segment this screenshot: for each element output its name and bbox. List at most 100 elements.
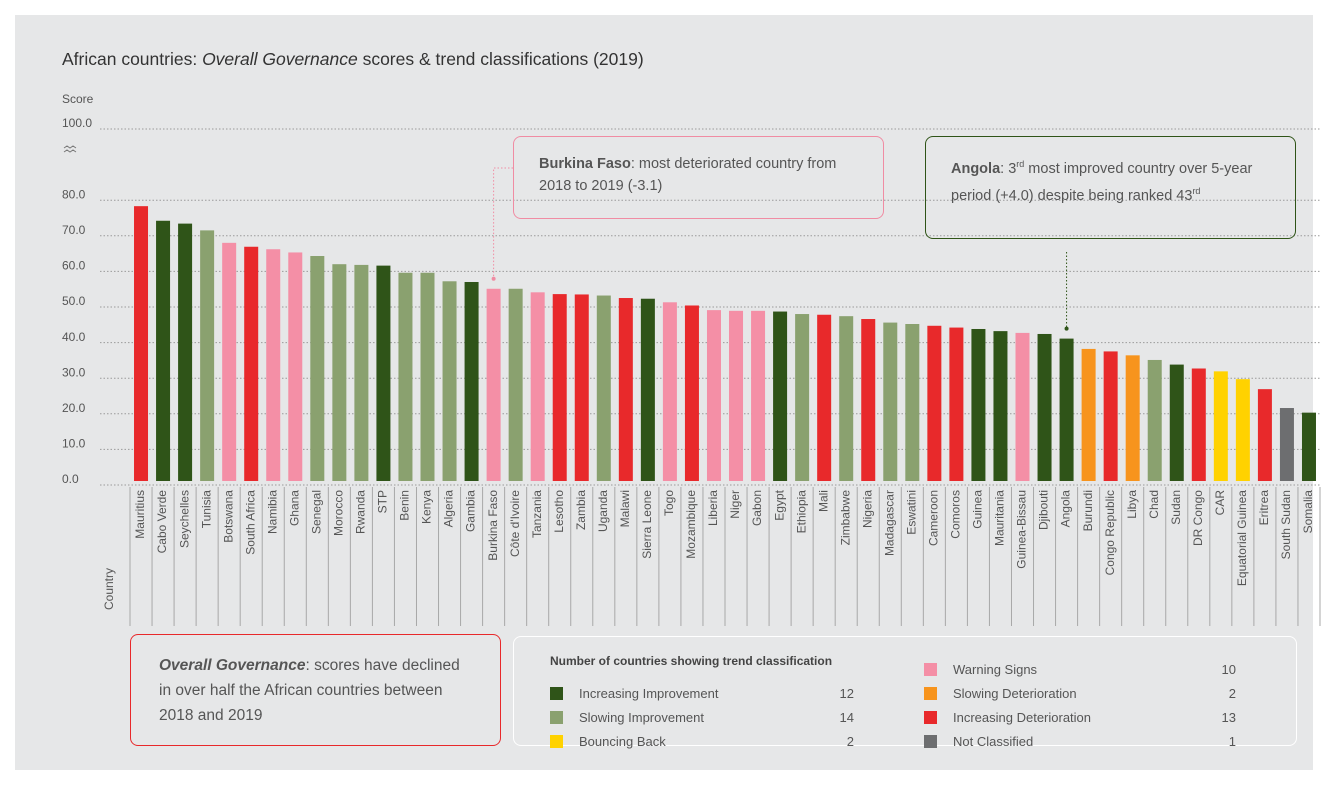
bar — [1301, 412, 1316, 481]
legend-count: 13 — [1221, 709, 1236, 725]
annotation-text: most improved country over 5-year period… — [951, 160, 1253, 204]
legend-swatch — [550, 710, 563, 724]
y-tick-label: 20.0 — [62, 401, 86, 415]
summary-box: Overall Governance: scores have declined… — [130, 634, 501, 746]
annotation-connector — [493, 167, 513, 279]
y-tick-label: 80.0 — [62, 187, 86, 201]
y-tick-label: 10.0 — [62, 437, 86, 451]
bar — [376, 265, 391, 481]
bar — [156, 220, 171, 481]
bar — [773, 311, 788, 481]
bar — [442, 281, 457, 481]
bar — [508, 288, 523, 481]
x-tick-label: Guinea-Bissau — [1015, 490, 1029, 569]
bar — [552, 294, 567, 481]
x-tick-label: Comoros — [949, 490, 963, 539]
x-tick-label: Guinea — [971, 490, 985, 529]
bar — [861, 319, 876, 481]
legend-item: Warning Signs 10 — [924, 661, 1236, 677]
y-tick-label: 50.0 — [62, 294, 86, 308]
bar — [574, 294, 589, 481]
annotation-text: : 3 — [1000, 160, 1017, 177]
bar — [706, 310, 721, 481]
x-tick-label: Equatorial Guinea — [1235, 490, 1249, 586]
annotation-box: Angola: 3rd most improved country over 5… — [925, 136, 1296, 239]
bar — [310, 256, 325, 481]
x-tick-label: South Sudan — [1279, 490, 1293, 559]
bar — [927, 325, 942, 481]
bar — [949, 327, 964, 481]
x-tick-label: Algeria — [442, 490, 456, 528]
title-text: African countries: — [62, 49, 203, 69]
annotation: Angola: 3rd most improved country over 5… — [951, 153, 1270, 207]
legend-item: Increasing Deterioration 13 — [924, 709, 1236, 725]
y-tick-label: 100.0 — [62, 116, 92, 130]
legend-count: 2 — [1228, 685, 1236, 701]
x-tick-label: Niger — [728, 490, 742, 519]
bar — [1015, 332, 1030, 481]
x-tick-label: Mauritania — [993, 490, 1007, 546]
legend-label: Increasing Improvement — [579, 685, 719, 701]
legend-swatch — [550, 734, 563, 748]
legend-swatch — [550, 686, 563, 700]
annotation-bold: Angola — [951, 160, 1001, 177]
legend-count: 1 — [1228, 733, 1236, 749]
bar — [684, 305, 699, 481]
bar — [1059, 338, 1074, 481]
bar — [420, 272, 435, 481]
x-axis-label: Country — [102, 568, 116, 610]
legend-swatch — [924, 734, 937, 748]
annotation-text: : most deteriorated country from 2018 to… — [539, 156, 837, 194]
x-tick-label: DR Congo — [1191, 490, 1205, 546]
bar — [751, 310, 766, 481]
legend-label: Bouncing Back — [579, 733, 666, 749]
x-tick-label: Senegal — [309, 490, 323, 534]
y-axis-label: Score — [62, 92, 94, 106]
annotation-bold: Burkina Faso — [539, 156, 631, 172]
legend-label: Slowing Improvement — [579, 709, 704, 725]
annotation-box: Burkina Faso: most deteriorated country … — [513, 136, 884, 219]
bar — [596, 295, 611, 481]
x-tick-label: Mozambique — [684, 490, 698, 559]
legend-label: Not Classified — [953, 733, 1034, 749]
bar — [971, 328, 986, 481]
x-tick-label: Ethiopia — [794, 490, 808, 534]
x-tick-label: Zimbabwe — [838, 490, 852, 546]
x-tick-label: Eritrea — [1257, 490, 1271, 526]
x-tick-label: Zambia — [574, 490, 588, 530]
bar — [288, 252, 303, 481]
x-tick-label: Eswatini — [904, 490, 918, 535]
legend-item: Slowing Deterioration 2 — [924, 685, 1236, 701]
bar — [662, 302, 677, 481]
summary-emphasis: Overall Governance — [159, 657, 306, 674]
x-tick-label: Nigeria — [860, 490, 874, 528]
y-tick-label: 60.0 — [62, 259, 86, 273]
x-tick-label: Lesotho — [552, 490, 566, 533]
chart-title: African countries: Overall Governance sc… — [62, 49, 644, 70]
bar — [729, 310, 744, 481]
bar — [618, 298, 633, 481]
bar — [464, 281, 479, 481]
x-tick-label: Egypt — [772, 489, 786, 520]
legend-count: 10 — [1221, 661, 1236, 677]
legend-count: 12 — [839, 685, 854, 701]
x-tick-label: Morocco — [332, 490, 346, 536]
annotation: Burkina Faso: most deteriorated country … — [539, 153, 858, 197]
annotation-sup: rd — [1016, 159, 1025, 169]
bar — [883, 322, 898, 481]
title-emphasis: Overall Governance — [202, 49, 358, 69]
legend-swatch — [924, 662, 937, 676]
bar — [398, 272, 413, 481]
x-tick-label: Madagascar — [882, 490, 896, 556]
x-tick-label: Tanzania — [530, 490, 544, 538]
legend-label: Increasing Deterioration — [953, 709, 1092, 725]
legend-title: Number of countries showing trend classi… — [550, 654, 833, 668]
bar — [1191, 368, 1206, 481]
bar — [795, 314, 810, 481]
bar — [354, 264, 369, 481]
x-tick-label: Sierra Leone — [640, 490, 654, 559]
bar — [1103, 351, 1118, 481]
x-tick-label: Rwanda — [354, 490, 368, 534]
bar — [839, 316, 854, 481]
x-tick-label: Côte d'Ivoire — [508, 490, 522, 557]
